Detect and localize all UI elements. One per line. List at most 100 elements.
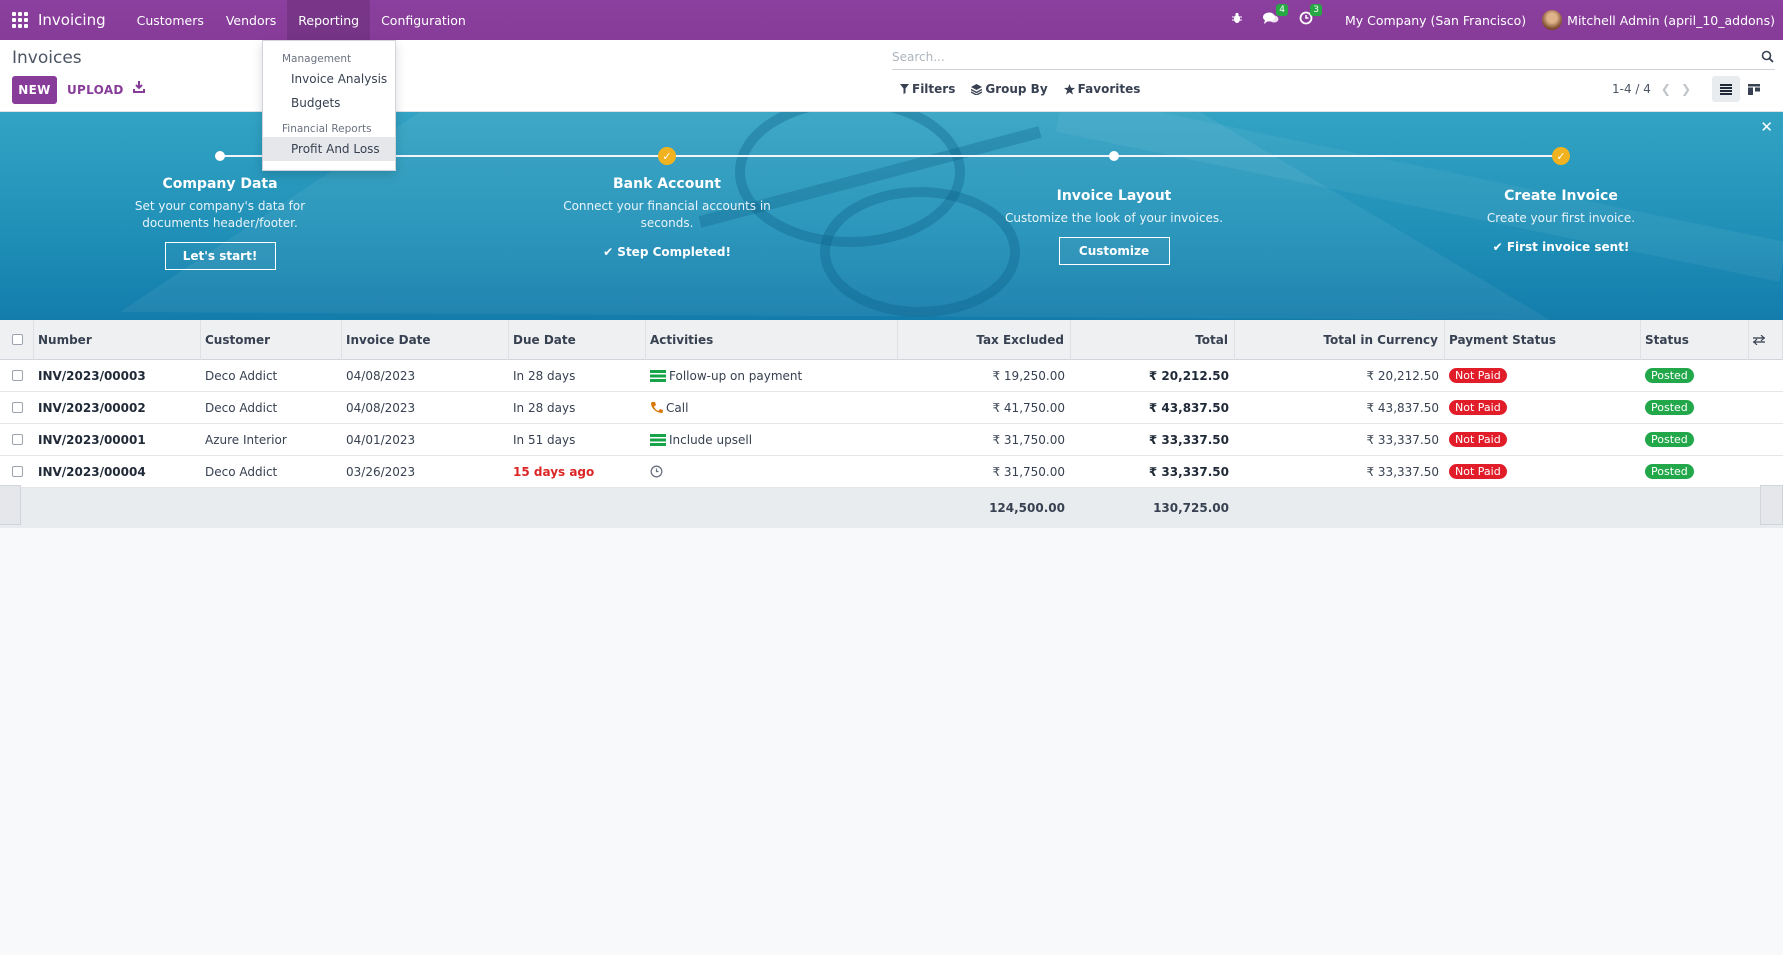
tax-excluded: ₹ 19,250.00 (992, 368, 1065, 383)
invoice-date: 03/26/2023 (346, 464, 416, 479)
payment-status-badge: Not Paid (1449, 400, 1507, 415)
activity-label: Include upsell (669, 432, 753, 447)
menu-vendors[interactable]: Vendors (225, 12, 277, 28)
company-switcher[interactable]: My Company (San Francisco) (1344, 12, 1527, 28)
dropdown-item-budgets[interactable]: Budgets (291, 96, 341, 110)
step-description: Create your first invoice. (1486, 211, 1636, 225)
filter-icon (900, 84, 909, 94)
table-row[interactable]: INV/2023/00001 Azure Interior 04/01/2023… (0, 424, 1783, 456)
dropdown-item-profit-and-loss[interactable]: Profit And Loss (263, 137, 395, 161)
activity-cell[interactable]: Call (646, 401, 898, 415)
download-icon[interactable] (133, 80, 147, 98)
upload-button[interactable]: UPLOAD (67, 83, 124, 97)
column-total[interactable]: Total (1071, 319, 1235, 360)
invoice-date: 04/08/2023 (346, 368, 416, 383)
messages-icon[interactable]: 4 (1262, 4, 1288, 29)
step-layout-dot-icon (1109, 151, 1119, 161)
debug-bug-icon[interactable] (1231, 12, 1243, 28)
column-customer[interactable]: Customer (201, 319, 342, 360)
total: ₹ 20,212.50 (1148, 368, 1229, 383)
column-payment-status[interactable]: Payment Status (1445, 319, 1641, 360)
activity-cell[interactable]: Include upsell (646, 433, 898, 447)
customer-name: Deco Addict (205, 368, 278, 383)
pager-next-icon[interactable]: ❯ (1680, 82, 1692, 96)
menu-customers[interactable]: Customers (136, 12, 204, 28)
step-title: Company Data (162, 176, 278, 192)
list-view-icon[interactable] (1712, 76, 1740, 102)
kanban-view-icon[interactable] (1740, 76, 1768, 102)
select-all-checkbox[interactable] (12, 334, 23, 345)
customize-button[interactable]: Customize (1058, 237, 1170, 265)
column-tax-excluded[interactable]: Tax Excluded (898, 319, 1071, 360)
row-select-cell (0, 434, 34, 445)
groupby-button[interactable]: Group By (971, 82, 1048, 96)
check-icon: ✔ (1492, 240, 1507, 254)
step-create-invoice: Create Invoice Create your first invoice… (1431, 188, 1691, 254)
table-row[interactable]: INV/2023/00002 Deco Addict 04/08/2023 In… (0, 392, 1783, 424)
apps-menu-icon[interactable] (0, 0, 40, 40)
due-date: 15 days ago (513, 464, 595, 479)
user-menu[interactable]: Mitchell Admin (april_10_addons) (1567, 12, 1775, 28)
row-checkbox[interactable] (12, 466, 23, 477)
app-name[interactable]: Invoicing (38, 11, 106, 29)
table-row[interactable]: INV/2023/00003 Deco Addict 04/08/2023 In… (0, 360, 1783, 392)
column-status[interactable]: Status (1641, 319, 1749, 360)
step-company-data: Company Data Set your company's data for… (90, 176, 350, 270)
activities-clock-icon[interactable]: 3 (1299, 4, 1322, 29)
search-icon[interactable] (1761, 50, 1775, 64)
pager-value[interactable]: 1-4 / 4 (1612, 82, 1651, 96)
column-activities[interactable]: Activities (646, 319, 898, 360)
row-checkbox[interactable] (12, 434, 23, 445)
column-due-date[interactable]: Due Date (509, 319, 646, 360)
search-input[interactable] (892, 49, 1761, 64)
invoice-sent-status: ✔ First invoice sent! (1431, 240, 1691, 254)
status-badge: Posted (1645, 400, 1694, 415)
invoices-table: Number Customer Invoice Date Due Date Ac… (0, 319, 1783, 528)
lets-start-button[interactable]: Let's start! (164, 242, 276, 270)
total: ₹ 33,337.50 (1148, 432, 1229, 447)
tax-excluded-total: 124,500.00 (989, 501, 1065, 515)
filters-button[interactable]: Filters (900, 82, 955, 96)
invoice-number: INV/2023/00002 (38, 400, 146, 415)
invoice-sent-label: First invoice sent! (1506, 240, 1630, 254)
select-all-cell (0, 319, 34, 360)
right-panel-handle[interactable] (1760, 485, 1783, 525)
menu-configuration[interactable]: Configuration (381, 12, 466, 28)
clock-icon[interactable] (650, 465, 663, 478)
menu-reporting[interactable]: Reporting (287, 0, 371, 40)
grand-total: 130,725.00 (1153, 501, 1229, 515)
step-description: Customize the look of your invoices. (1004, 211, 1224, 225)
optional-columns-icon[interactable] (1749, 319, 1783, 360)
search-bar (892, 44, 1775, 70)
table-row[interactable]: INV/2023/00004 Deco Addict 03/26/2023 15… (0, 456, 1783, 488)
activities-badge: 3 (1310, 4, 1322, 16)
step-bank-account: Bank Account Connect your financial acco… (537, 176, 797, 259)
row-checkbox[interactable] (12, 370, 23, 381)
activity-cell[interactable]: Follow-up on payment (646, 369, 898, 383)
invoice-number: INV/2023/00004 (38, 464, 146, 479)
row-checkbox[interactable] (12, 402, 23, 413)
user-avatar[interactable] (1542, 10, 1563, 30)
column-invoice-date[interactable]: Invoice Date (342, 319, 509, 360)
column-total-in-currency[interactable]: Total in Currency (1235, 319, 1445, 360)
left-panel-handle[interactable] (0, 485, 21, 525)
payment-status-badge: Not Paid (1449, 464, 1507, 479)
new-button[interactable]: NEW (12, 76, 57, 104)
activity-label: Follow-up on payment (669, 368, 803, 383)
filters-label: Filters (912, 82, 956, 96)
pager-prev-icon[interactable]: ❮ (1660, 82, 1671, 96)
column-number[interactable]: Number (34, 319, 201, 360)
activity-cell[interactable] (646, 465, 898, 478)
step-title: Invoice Layout (1056, 188, 1172, 204)
tax-excluded: ₹ 31,750.00 (992, 464, 1065, 479)
step-completed-status: ✔ Step Completed! (537, 245, 797, 259)
step-title: Bank Account (613, 176, 721, 192)
due-date: In 28 days (513, 400, 576, 415)
dropdown-item-invoice-analysis[interactable]: Invoice Analysis (291, 72, 388, 86)
page-title[interactable]: Invoices (12, 48, 82, 68)
favorites-button[interactable]: Favorites (1063, 82, 1140, 96)
step-bank-check-icon: ✓ (658, 147, 676, 165)
total-in-currency: ₹ 33,337.50 (1366, 464, 1439, 479)
close-banner-icon[interactable]: ✕ (1760, 118, 1773, 136)
money-icon (650, 369, 666, 382)
